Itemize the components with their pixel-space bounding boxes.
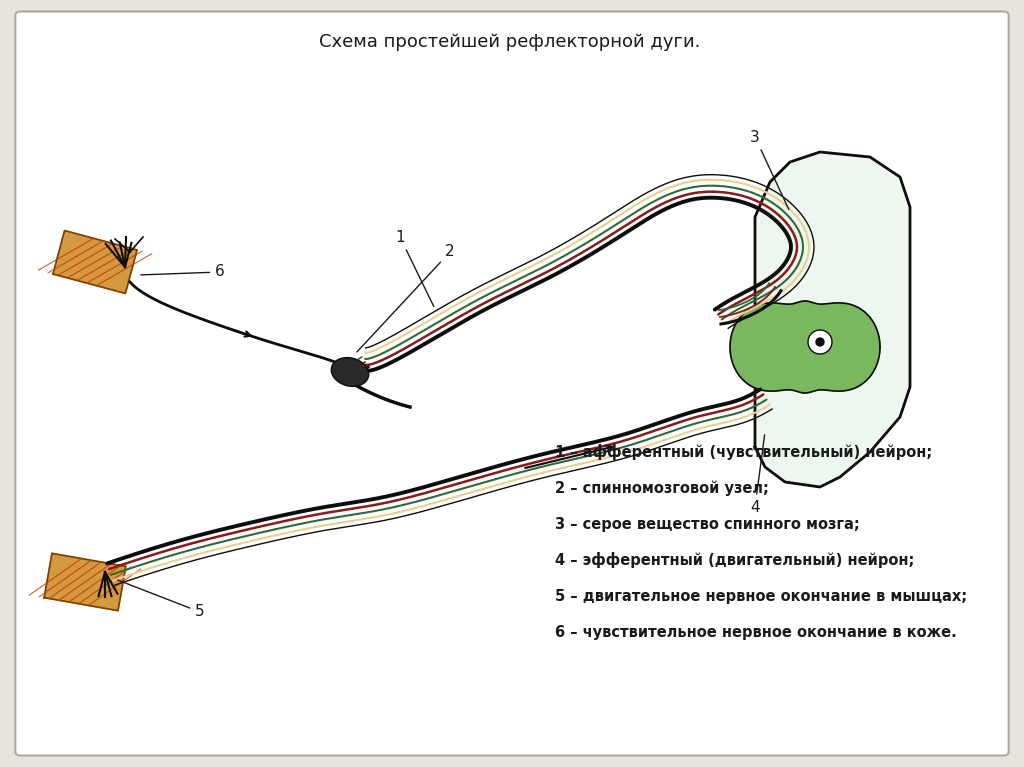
Text: 4 – эфферентный (двигательный) нейрон;: 4 – эфферентный (двигательный) нейрон;: [555, 552, 914, 568]
Text: 3: 3: [751, 130, 788, 209]
Text: 1 – афферентный (чувствительный) нейрон;: 1 – афферентный (чувствительный) нейрон;: [555, 444, 932, 460]
Circle shape: [808, 330, 833, 354]
Text: 4: 4: [751, 435, 765, 515]
Text: 6: 6: [140, 265, 225, 279]
Ellipse shape: [332, 357, 369, 387]
Text: 1: 1: [395, 229, 434, 307]
Polygon shape: [44, 553, 126, 611]
Text: 2: 2: [357, 245, 455, 352]
Text: 5: 5: [118, 580, 205, 620]
Text: Схема простейшей рефлекторной дуги.: Схема простейшей рефлекторной дуги.: [319, 33, 700, 51]
Polygon shape: [755, 152, 910, 487]
Circle shape: [816, 338, 824, 346]
Polygon shape: [730, 301, 880, 393]
Text: 6 – чувствительное нервное окончание в коже.: 6 – чувствительное нервное окончание в к…: [555, 624, 956, 640]
Text: 2 – спинномозговой узел;: 2 – спинномозговой узел;: [555, 480, 769, 495]
Polygon shape: [53, 231, 137, 294]
Text: 3 – серое вещество спинного мозга;: 3 – серое вещество спинного мозга;: [555, 516, 860, 532]
Text: 5 – двигательное нервное окончание в мышцах;: 5 – двигательное нервное окончание в мыш…: [555, 588, 967, 604]
